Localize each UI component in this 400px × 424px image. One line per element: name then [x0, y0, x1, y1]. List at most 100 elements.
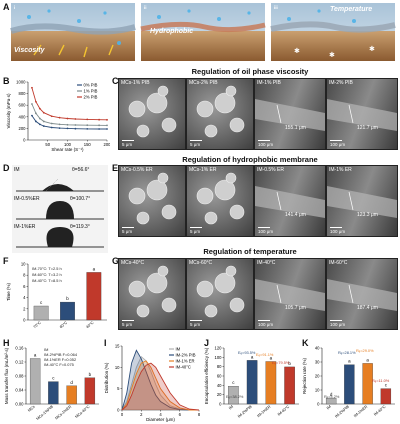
significance-letter: a [348, 359, 351, 364]
data-point [35, 120, 37, 123]
data-point [50, 122, 53, 125]
data-point [106, 124, 108, 127]
y-tick-label: 200 [19, 126, 27, 131]
panel-e-texture-0 [128, 172, 177, 225]
scale-bar [330, 320, 342, 321]
significance-letter: a [34, 353, 37, 358]
y-tick-label: 0.16 [15, 346, 24, 351]
scale-bar-label: 5 μm [190, 142, 201, 147]
membrane-cross-section [327, 99, 397, 131]
bar [228, 386, 239, 405]
membrane-cross-section [255, 186, 325, 218]
contact-angle-drops [16, 178, 104, 248]
y-tick-label: 0 [23, 138, 26, 143]
bar [66, 385, 77, 405]
data-point [50, 126, 53, 129]
microcapsule-sphere [214, 272, 236, 294]
significance-letter: a [270, 355, 273, 360]
thickness-measurement: 123.3 μm [357, 212, 378, 218]
panel-e-texture-1 [196, 172, 245, 225]
annotation: IM [44, 347, 48, 352]
y-tick-label: 1000 [16, 80, 26, 85]
panel-c-texture-3 [327, 99, 397, 131]
thickness-marker [348, 284, 354, 304]
scale-bar [122, 227, 134, 228]
panel-letter-h: H [3, 338, 10, 348]
thickness-measurement: 121.7 μm [357, 125, 378, 131]
microcapsule-sphere [225, 85, 237, 97]
microcapsule-sphere [161, 297, 177, 313]
panel-e-texture-2 [255, 186, 325, 218]
panel-g-image-0: MCs-40°C 5 μm [118, 258, 186, 330]
data-point [98, 128, 100, 130]
contact-angle-label-0: IM [14, 167, 20, 173]
significance-letter: c [52, 376, 55, 381]
membrane-cross-section [327, 279, 397, 311]
x-tick-label: IM-2%PIB [237, 404, 253, 418]
y-tick-label: 60 [217, 374, 222, 379]
thickness-marker [276, 284, 282, 304]
panel-c-image-1: MCs-2% PIB 5 μm [186, 78, 254, 150]
bar [265, 361, 277, 405]
data-point [74, 127, 77, 130]
droplet-row-05er [16, 201, 104, 220]
series-line [31, 115, 107, 130]
panel-letter-a: A [3, 2, 10, 12]
panel-letter-c: C [112, 76, 119, 86]
data-point [31, 114, 33, 117]
bar [60, 301, 75, 321]
legend-label: IM-2% PIB [176, 353, 196, 358]
series-line [121, 362, 200, 411]
data-point [38, 123, 41, 126]
microcapsule-sphere [196, 187, 214, 205]
membrane-cross-section [255, 99, 325, 131]
data-point [42, 111, 45, 114]
panel-a-iii [270, 3, 396, 61]
y-tick-label: 120 [215, 346, 223, 351]
contact-angle-label-2: IM-1%ER [14, 224, 36, 230]
bar [344, 364, 355, 405]
annotation: Eₑ=93.5% [238, 350, 256, 355]
significance-letter: a [366, 357, 369, 362]
y-tick-label: 40 [217, 383, 222, 388]
chart-i: 0 5 10 15 Distribution (%) 0 2 4 6 8 Diameter (μm)… [104, 344, 201, 423]
significance-letter: b [66, 296, 69, 301]
microcapsule-sphere [204, 304, 218, 318]
bar [84, 377, 96, 405]
annotation: IM-70°C: T=2.5 h [32, 266, 62, 271]
y-tick-label: 0 [317, 402, 320, 407]
data-point [38, 117, 41, 120]
y-tick-label: 0.12 [15, 360, 24, 365]
x-tick-label: IM-1%ER [256, 405, 271, 419]
scale-bar [330, 140, 342, 141]
x-tick-label: IM-40°C [373, 405, 386, 417]
thickness-measurement: 141.4 μm [285, 212, 306, 218]
thickness-marker [276, 191, 282, 211]
y-tick-label: 10 [315, 388, 320, 393]
scale-bar-label: 5 μm [190, 322, 201, 327]
panel-e-texture-3 [327, 186, 397, 218]
panel-a-sub-ii: ii [144, 5, 147, 10]
membrane-cross-section [327, 186, 397, 218]
chart-b: 0 200 400 600 800 1000 Viscosity (mPa·s) 50 100 1… [6, 80, 110, 153]
significance-letter: c [40, 300, 43, 305]
data-point [66, 123, 69, 126]
microcapsule-sphere [225, 265, 237, 277]
microcapsule-sphere [161, 117, 177, 133]
panel-g-image-label: MCs-40°C [121, 260, 145, 266]
scale-bar [190, 140, 202, 141]
legend-label: 1% PIB [84, 89, 98, 94]
y-tick-label: 15 [115, 344, 120, 349]
scale-bar [258, 320, 270, 321]
significance-letter: c [385, 383, 388, 388]
data-point [86, 127, 89, 130]
scale-bar-label: 100 μm [330, 322, 346, 327]
panel-a-i [10, 3, 136, 61]
y-tick-label: 30 [315, 360, 320, 365]
panel-letter-f: F [3, 256, 9, 266]
panel-letter-i: I [104, 338, 107, 348]
chart-h: 0.00 0.04 0.08 0.12 0.16 Mass transfer flux (… [4, 346, 99, 421]
y-axis-label: Rejection rate (%) [302, 357, 307, 394]
panel-g-texture-2 [255, 279, 325, 311]
annotation: Rₑ=29.0% [356, 348, 374, 353]
